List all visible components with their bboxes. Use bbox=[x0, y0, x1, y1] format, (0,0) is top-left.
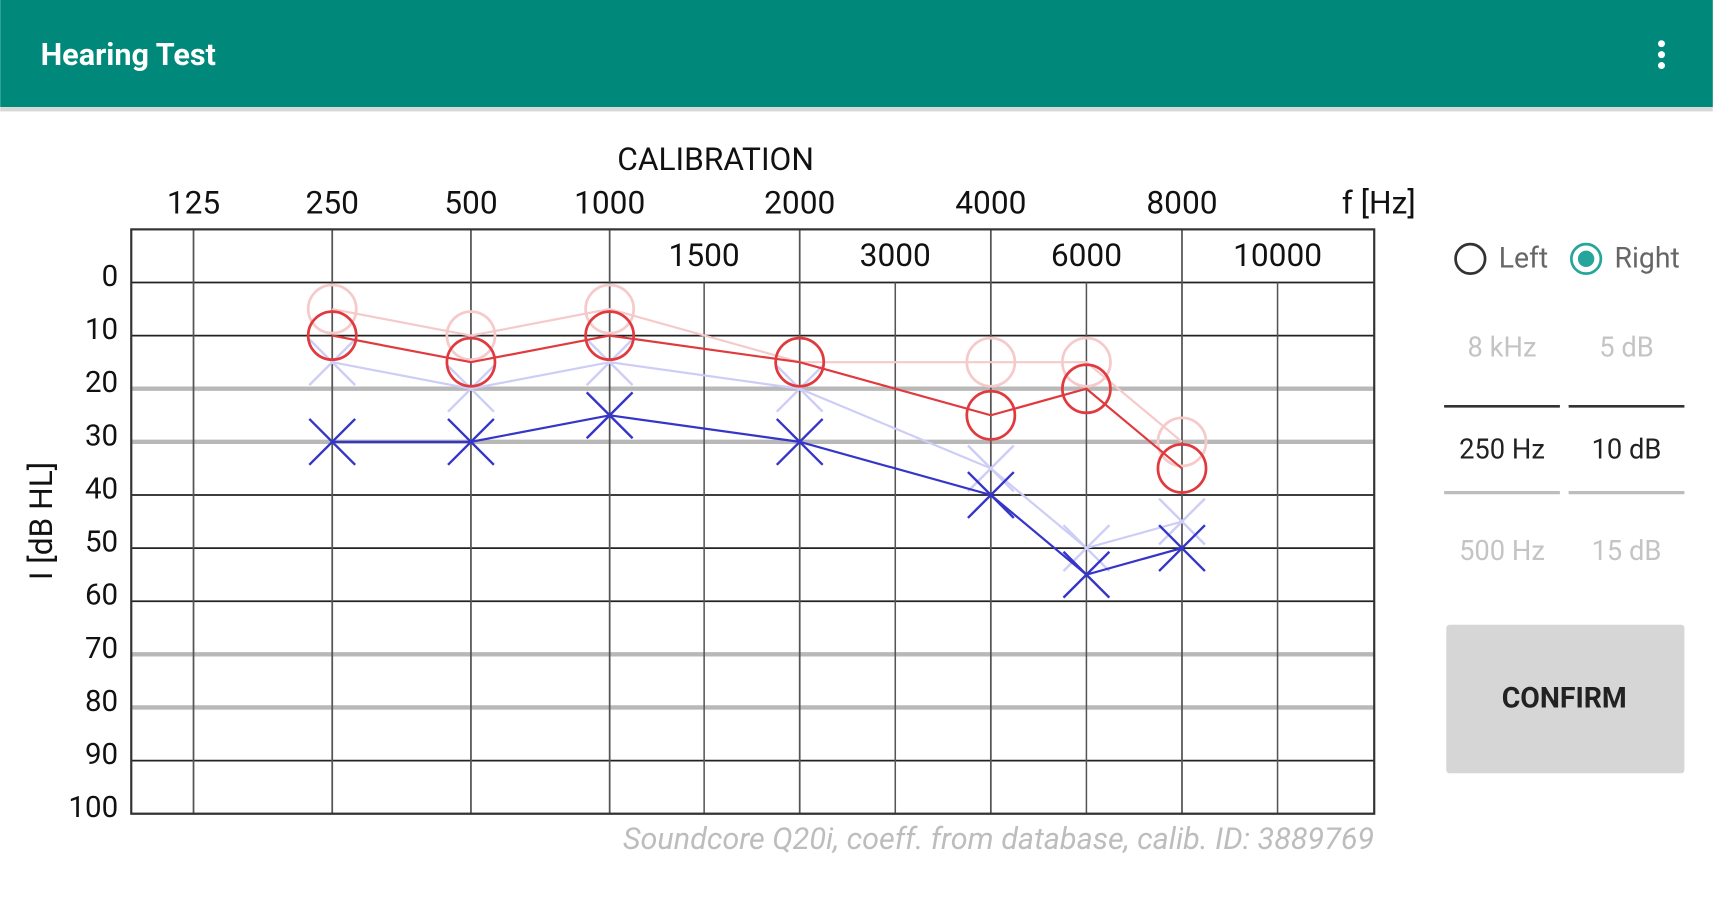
threshold-marker bbox=[1062, 550, 1111, 599]
threshold-marker bbox=[584, 283, 636, 335]
y-tick-label: 20 bbox=[85, 366, 118, 400]
threshold-marker bbox=[967, 471, 1015, 519]
picker-option[interactable]: 250 Hz bbox=[1459, 433, 1545, 465]
picker-option[interactable]: 500 Hz bbox=[1459, 535, 1545, 567]
threshold-marker bbox=[1062, 524, 1111, 572]
y-tick-label: 50 bbox=[85, 526, 118, 560]
x-tick-label: 6000 bbox=[1051, 237, 1122, 274]
x-tick-label: 500 bbox=[444, 185, 497, 222]
threshold-marker bbox=[585, 391, 634, 440]
plot-frame bbox=[130, 228, 1376, 815]
menu-dot[interactable] bbox=[1657, 62, 1665, 70]
y-tick-label: 60 bbox=[85, 579, 118, 613]
threshold-marker bbox=[774, 336, 826, 388]
threshold-marker bbox=[1061, 336, 1112, 388]
x-axis-label: f [Hz] bbox=[1342, 185, 1416, 222]
x-tick-label: 10000 bbox=[1233, 237, 1322, 274]
threshold-marker bbox=[584, 310, 636, 362]
ear-radio-dot[interactable] bbox=[1577, 250, 1595, 268]
x-tick-label: 250 bbox=[306, 185, 359, 222]
threshold-marker bbox=[445, 336, 497, 388]
ear-radio[interactable] bbox=[1454, 242, 1487, 275]
threshold-marker bbox=[1158, 497, 1206, 546]
x-tick-label: 125 bbox=[167, 185, 220, 222]
x-tick-label: 1000 bbox=[574, 185, 645, 222]
side-panel: CONFIRM Left Right 8 kHz 250 Hz 500 Hz 5 dB 10… bbox=[1444, 241, 1685, 774]
threshold-marker bbox=[775, 364, 824, 413]
menu-dot[interactable] bbox=[1657, 51, 1665, 59]
ear-radio-label[interactable]: Right bbox=[1615, 241, 1680, 274]
y-tick-label: 30 bbox=[85, 419, 118, 453]
calibration-note: Soundcore Q20i, coeff. from database, ca… bbox=[623, 822, 1374, 857]
threshold-marker bbox=[447, 364, 495, 413]
picker-option[interactable]: 10 dB bbox=[1592, 433, 1662, 465]
confirm-button-label[interactable]: CONFIRM bbox=[1502, 682, 1627, 715]
series-line bbox=[332, 334, 1183, 470]
x-tick-label: 1500 bbox=[669, 237, 740, 274]
app-bar-shadow bbox=[0, 107, 1713, 112]
app-title: Hearing Test bbox=[41, 38, 216, 73]
y-tick-label: 100 bbox=[68, 791, 118, 825]
threshold-marker bbox=[306, 283, 358, 335]
picker-option[interactable]: 15 dB bbox=[1592, 535, 1662, 567]
threshold-marker bbox=[306, 310, 358, 362]
overflow-menu[interactable] bbox=[1657, 40, 1665, 70]
y-tick-label: 90 bbox=[85, 738, 118, 772]
threshold-marker bbox=[1156, 416, 1208, 468]
threshold-marker bbox=[967, 444, 1015, 493]
threshold-marker bbox=[1158, 524, 1206, 572]
threshold-marker bbox=[1156, 443, 1208, 494]
threshold-marker bbox=[445, 310, 497, 362]
y-tick-label: 80 bbox=[85, 685, 118, 719]
threshold-marker bbox=[1061, 363, 1112, 415]
x-tick-label: 2000 bbox=[764, 185, 835, 222]
plot: 0 10 20 30 40 50 60 70 80 90 100 125 250 500 1000 2000 4… bbox=[68, 185, 1375, 825]
y-axis-label: I [dB HL] bbox=[23, 462, 60, 580]
threshold-marker bbox=[447, 418, 495, 466]
threshold-marker bbox=[585, 338, 634, 386]
y-tick-label: 40 bbox=[85, 472, 118, 506]
x-tick-label: 8000 bbox=[1146, 185, 1217, 222]
chart-title: CALIBRATION bbox=[617, 141, 814, 178]
y-tick-label: 10 bbox=[85, 313, 118, 347]
menu-dot[interactable] bbox=[1657, 40, 1665, 48]
threshold-marker bbox=[775, 418, 824, 466]
ear-radio[interactable] bbox=[1570, 242, 1603, 275]
x-tick-label: 4000 bbox=[955, 185, 1026, 222]
picker-option[interactable]: 5 dB bbox=[1599, 332, 1654, 364]
threshold-marker bbox=[308, 338, 357, 386]
threshold-marker bbox=[965, 336, 1017, 388]
app-bar bbox=[0, 0, 1713, 108]
threshold-marker bbox=[308, 418, 357, 466]
x-tick-label: 3000 bbox=[860, 237, 931, 274]
confirm-button[interactable] bbox=[1446, 624, 1685, 774]
threshold-marker bbox=[965, 389, 1017, 441]
picker-option[interactable]: 8 kHz bbox=[1468, 332, 1537, 364]
y-tick-label: 70 bbox=[85, 632, 118, 666]
y-tick-label: 0 bbox=[102, 260, 119, 294]
ear-radio-label[interactable]: Left bbox=[1499, 241, 1548, 274]
